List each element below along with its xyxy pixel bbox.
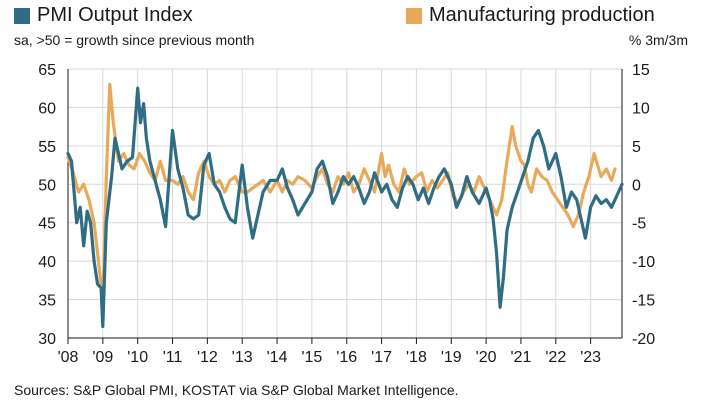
legend-item-pmi: PMI Output Index	[14, 4, 193, 27]
y-right-tick-label: -10	[632, 254, 655, 271]
y-left-tick-label: 55	[38, 139, 56, 156]
x-tick-label: '08	[58, 349, 79, 366]
y-right-tick-label: 5	[632, 139, 641, 156]
legend-label-production: Manufacturing production	[429, 4, 655, 26]
x-tick-label: '16	[336, 349, 357, 366]
right-axis-subtitle: % 3m/3m	[628, 32, 688, 48]
y-right-tick-label: 0	[632, 177, 641, 194]
x-tick-label: '14	[267, 349, 288, 366]
x-tick-label: '12	[197, 349, 218, 366]
y-left-tick-label: 65	[38, 62, 56, 79]
y-left-tick-label: 50	[38, 177, 56, 194]
y-left-tick-label: 30	[38, 331, 56, 348]
x-tick-label: '20	[476, 349, 497, 366]
x-tick-label: '13	[232, 349, 253, 366]
x-tick-label: '19	[441, 349, 462, 366]
series-line-production	[66, 82, 617, 309]
x-tick-label: '17	[371, 349, 392, 366]
legend-item-production: Manufacturing production	[406, 4, 655, 27]
y-left-tick-label: 40	[38, 254, 56, 271]
legend-swatch-production	[406, 7, 422, 24]
y-left-tick-label: 45	[38, 216, 56, 233]
legend-label-pmi: PMI Output Index	[37, 4, 193, 26]
x-tick-label: '22	[545, 349, 566, 366]
series-line-pmi	[66, 86, 624, 329]
x-tick-label: '21	[511, 349, 532, 366]
x-tick-label: '15	[301, 349, 322, 366]
left-axis-subtitle: sa, >50 = growth since previous month	[14, 32, 255, 48]
y-right-tick-label: 15	[632, 62, 650, 79]
y-left-tick-label: 60	[38, 100, 56, 117]
x-tick-label: '10	[127, 349, 148, 366]
x-tick-label: '23	[580, 349, 601, 366]
y-right-tick-label: -20	[632, 331, 655, 348]
source-note: Sources: S&P Global PMI, KOSTAT via S&P …	[14, 382, 459, 398]
y-right-tick-label: -5	[632, 216, 646, 233]
x-tick-label: '11	[163, 349, 183, 366]
y-right-tick-label: -15	[632, 293, 655, 310]
y-right-tick-label: 10	[632, 100, 650, 117]
y-left-tick-label: 35	[38, 293, 56, 310]
legend-swatch-pmi	[14, 7, 30, 24]
x-tick-label: '09	[92, 349, 113, 366]
x-tick-label: '18	[406, 349, 427, 366]
